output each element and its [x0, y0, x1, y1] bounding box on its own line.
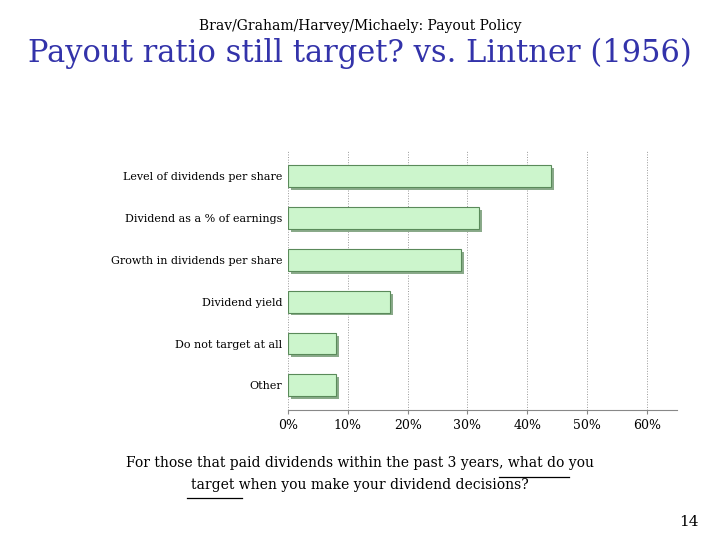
Text: target when you make your dividend decisions?: target when you make your dividend decis… — [191, 478, 529, 492]
Text: 14: 14 — [679, 515, 698, 529]
Bar — [291, 168, 554, 190]
Bar — [288, 207, 480, 229]
Text: Payout ratio still target? vs. Lintner (1956): Payout ratio still target? vs. Lintner (… — [28, 38, 692, 69]
Bar — [288, 374, 336, 396]
Bar — [288, 333, 336, 354]
Bar — [291, 210, 482, 232]
Text: Brav/Graham/Harvey/Michaely: Payout Policy: Brav/Graham/Harvey/Michaely: Payout Poli… — [199, 19, 521, 33]
Bar — [288, 291, 390, 313]
Bar — [291, 377, 339, 399]
Text: For those that paid dividends within the past 3 years, what do you: For those that paid dividends within the… — [126, 456, 594, 470]
Bar — [291, 252, 464, 274]
Bar — [291, 335, 339, 357]
Bar — [288, 249, 462, 271]
Bar — [291, 294, 392, 315]
Bar — [288, 165, 552, 187]
